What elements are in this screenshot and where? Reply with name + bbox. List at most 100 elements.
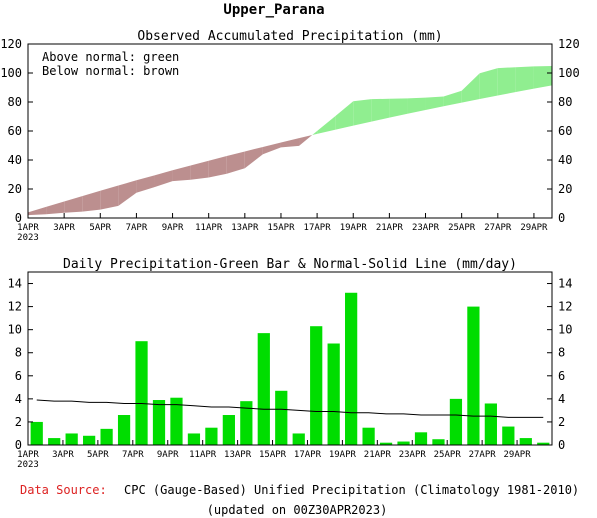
y-tick-label-right: 2 — [558, 415, 565, 429]
x-tick-label: 17APR — [294, 450, 322, 460]
y-tick-label-right: 10 — [558, 323, 572, 337]
updated-text: (updated on 00Z30APR2023) — [207, 503, 388, 517]
bar — [135, 341, 148, 445]
anomaly-band-segment — [262, 142, 281, 155]
y-tick-label: 4 — [15, 392, 22, 406]
x-tick-label: 15APR — [259, 450, 287, 460]
x-tick-label: 27APR — [469, 450, 497, 460]
bar — [484, 403, 497, 445]
y-tick-label: 20 — [8, 182, 22, 196]
y-tick-label-right: 14 — [558, 277, 572, 291]
anomaly-band-segment — [479, 68, 498, 99]
bar — [117, 415, 131, 445]
bar — [187, 433, 201, 445]
x-tick-label: 13APR — [224, 450, 252, 460]
page-title: Upper_Parana — [223, 2, 324, 18]
x-tick-label: 15APR — [267, 223, 295, 233]
y-tick-label: 120 — [0, 37, 22, 51]
y-tick-label: 40 — [8, 153, 22, 167]
anomaly-band-segment — [389, 98, 408, 118]
x-tick-label: 23APR — [399, 450, 427, 460]
anomaly-band-segment — [46, 201, 65, 215]
year-label: 2023 — [17, 460, 39, 470]
anomaly-band-segment — [280, 138, 300, 148]
bar — [222, 415, 235, 445]
anomaly-band-segment — [82, 190, 101, 212]
x-tick-label: 21APR — [376, 223, 404, 233]
y-tick-label-right: 60 — [558, 124, 572, 138]
anomaly-band-segment — [443, 90, 462, 107]
annotation-below: Below normal: brown — [42, 64, 179, 78]
anomaly-band-segment — [172, 165, 191, 182]
x-tick-label: 29APR — [520, 223, 548, 233]
anomaly-band-segment — [190, 160, 209, 180]
data-source-text: CPC (Gauge-Based) Unified Precipitation … — [124, 483, 579, 497]
bar — [502, 426, 515, 445]
x-tick-label: 13APR — [231, 223, 259, 233]
bar — [379, 442, 393, 445]
chart-title: Observed Accumulated Precipitation (mm) — [137, 29, 442, 44]
normal-line — [36, 399, 544, 418]
y-tick-label: 8 — [15, 346, 22, 360]
y-tick-label-right: 0 — [558, 211, 565, 225]
bar — [467, 306, 480, 445]
bar — [83, 435, 96, 445]
y-tick-label: 0 — [15, 211, 22, 225]
anomaly-band-segment — [533, 66, 552, 89]
x-tick-label: 19APR — [340, 223, 368, 233]
year-label: 2023 — [17, 233, 39, 243]
y-tick-label-right: 80 — [558, 95, 572, 109]
bar — [292, 433, 305, 445]
x-tick-label: 5APR — [87, 450, 109, 460]
bar — [537, 442, 550, 445]
x-tick-label: 1APR — [17, 223, 39, 233]
x-tick-label: 11APR — [195, 223, 223, 233]
bar — [362, 427, 375, 445]
anomaly-band-segment — [497, 67, 516, 96]
y-tick-label: 100 — [0, 66, 22, 80]
y-tick-label-right: 12 — [558, 300, 572, 314]
anomaly-band-segment — [425, 96, 444, 110]
bar — [100, 428, 113, 445]
y-tick-label-right: 4 — [558, 392, 565, 406]
x-tick-label: 3APR — [53, 223, 75, 233]
anomaly-band-segment — [353, 99, 372, 126]
x-tick-label: 1APR — [17, 450, 39, 460]
bar — [327, 343, 340, 445]
y-tick-label: 14 — [8, 277, 22, 291]
anomaly-band-segment — [317, 116, 336, 134]
y-tick-label-right: 40 — [558, 153, 572, 167]
y-tick-label: 12 — [8, 300, 22, 314]
y-tick-label-right: 8 — [558, 346, 565, 360]
x-tick-label: 29APR — [504, 450, 532, 460]
bar — [170, 397, 183, 445]
anomaly-band-segment — [64, 196, 83, 213]
anomaly-band-segment — [154, 170, 173, 188]
x-tick-label: 11APR — [189, 450, 217, 460]
anomaly-band-segment — [515, 66, 534, 92]
data-source-label: Data Source: — [20, 483, 107, 497]
accumulated-chart: Observed Accumulated Precipitation (mm) 0… — [0, 29, 579, 243]
bar — [65, 433, 78, 445]
bar — [345, 292, 358, 445]
anomaly-band-segment — [371, 98, 390, 122]
x-tick-label: 17APR — [304, 223, 332, 233]
y-tick-label: 2 — [15, 415, 22, 429]
y-tick-label-right: 20 — [558, 182, 572, 196]
x-tick-label: 7APR — [122, 450, 144, 460]
anomaly-band-segment — [335, 101, 354, 130]
x-tick-label: 5APR — [89, 223, 111, 233]
anomaly-band-segment — [136, 175, 155, 193]
bar — [205, 427, 218, 445]
anomaly-band-segment — [312, 131, 318, 136]
anomaly-band-segment — [118, 180, 137, 206]
anomaly-band-segment — [28, 206, 47, 216]
bar — [257, 333, 270, 445]
anomaly-band-segment — [244, 146, 263, 169]
bar — [449, 398, 463, 445]
y-tick-label-right: 6 — [558, 369, 565, 383]
bar — [30, 421, 43, 445]
y-tick-label: 80 — [8, 95, 22, 109]
bar — [414, 432, 428, 445]
